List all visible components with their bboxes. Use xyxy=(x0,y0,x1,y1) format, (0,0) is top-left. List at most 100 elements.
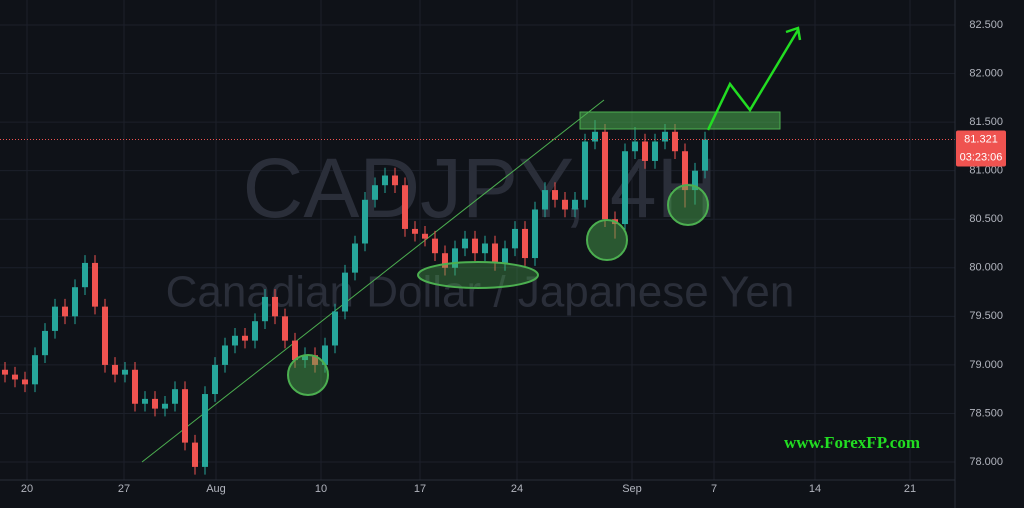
x-tick-label: Sep xyxy=(622,483,642,495)
candle-body xyxy=(552,190,558,200)
candle-body xyxy=(322,345,328,365)
candle-body xyxy=(492,243,498,263)
x-tick-label: 10 xyxy=(315,483,327,495)
y-tick-label: 81.500 xyxy=(969,116,1003,128)
candle-body xyxy=(172,389,178,404)
candle-body xyxy=(692,170,698,191)
candle-body xyxy=(422,233,428,239)
candle-body xyxy=(142,398,148,404)
candle-body xyxy=(532,209,538,259)
y-tick-label: 79.000 xyxy=(969,359,1003,371)
candle-body xyxy=(362,199,368,244)
candle-body xyxy=(292,340,298,361)
candle-body xyxy=(542,190,548,210)
candle-body xyxy=(562,199,568,210)
y-tick-label: 82.500 xyxy=(969,19,1003,31)
y-tick-label: 79.500 xyxy=(969,310,1003,322)
candle-body xyxy=(662,131,668,142)
candle-body xyxy=(522,228,528,259)
candle-body xyxy=(372,185,378,200)
candle-body xyxy=(132,369,138,404)
candle-body xyxy=(592,131,598,142)
candle-body xyxy=(572,199,578,210)
candle-body xyxy=(72,287,78,317)
candle-body xyxy=(42,330,48,356)
candle-body xyxy=(222,345,228,365)
candle-body xyxy=(32,355,38,385)
candle-body xyxy=(342,272,348,312)
candle-body xyxy=(202,394,208,467)
support-circle xyxy=(586,219,628,261)
candle-body xyxy=(212,364,218,395)
candle-body xyxy=(192,442,198,467)
x-tick-label: 20 xyxy=(21,483,33,495)
projection-arrow xyxy=(706,29,800,131)
last-price-label: 81.321 xyxy=(964,133,998,145)
candle-body xyxy=(702,139,708,171)
candle-body xyxy=(282,316,288,341)
candle-body xyxy=(62,306,68,317)
candle-body xyxy=(52,306,58,331)
watermark-title: CADJPY, 4H xyxy=(243,141,718,235)
candle-body xyxy=(472,238,478,254)
candle-body xyxy=(412,228,418,234)
candle-body xyxy=(392,175,398,186)
candle-body xyxy=(452,248,458,268)
candle-body xyxy=(312,355,318,365)
candle-body xyxy=(252,321,258,341)
x-tick-label: 14 xyxy=(809,483,821,495)
countdown-label: 03:23:06 xyxy=(960,151,1003,163)
candle-body xyxy=(262,296,268,322)
trendline xyxy=(141,99,605,463)
candle-body xyxy=(122,369,128,375)
candle-body xyxy=(602,131,608,220)
support-ellipse xyxy=(417,261,539,289)
candle-body xyxy=(22,379,28,385)
x-tick-label: 27 xyxy=(118,483,130,495)
watermark-subtitle: Canadian Dollar / Japanese Yen xyxy=(166,268,795,317)
candle-body xyxy=(82,262,88,288)
arrow-head xyxy=(785,26,802,41)
last-price-box xyxy=(956,130,1006,167)
y-tick-label: 78.000 xyxy=(969,456,1003,468)
candle-body xyxy=(302,355,308,361)
candle-body xyxy=(682,151,688,191)
candle-body xyxy=(272,296,278,317)
candle-body xyxy=(502,248,508,263)
support-circle xyxy=(667,184,709,226)
x-tick-label: Aug xyxy=(206,483,226,495)
candle-body xyxy=(92,262,98,307)
candle-body xyxy=(482,243,488,254)
watermark-url: www.ForexFP.com xyxy=(784,433,920,452)
x-tick-label: 21 xyxy=(904,483,916,495)
candle-body xyxy=(462,238,468,249)
candle-body xyxy=(242,335,248,341)
candle-body xyxy=(152,398,158,409)
y-tick-label: 81.000 xyxy=(969,165,1003,177)
candle-body xyxy=(162,403,168,409)
candle-body xyxy=(232,335,238,346)
x-tick-label: 7 xyxy=(711,483,717,495)
y-tick-label: 80.000 xyxy=(969,262,1003,274)
candle-body xyxy=(112,364,118,375)
candle-body xyxy=(512,228,518,249)
x-tick-label: 24 xyxy=(511,483,523,495)
candle-body xyxy=(672,131,678,152)
candle-body xyxy=(432,238,438,254)
candle-body xyxy=(352,243,358,273)
candle-body xyxy=(332,311,338,346)
candle-body xyxy=(582,141,588,200)
candle-body xyxy=(632,141,638,152)
candle-body xyxy=(652,141,658,161)
candle-body xyxy=(12,374,18,380)
x-tick-label: 17 xyxy=(414,483,426,495)
support-circle xyxy=(287,354,329,396)
y-tick-label: 80.500 xyxy=(969,213,1003,225)
y-tick-label: 78.500 xyxy=(969,407,1003,419)
y-tick-label: 82.000 xyxy=(969,67,1003,79)
candle-body xyxy=(182,389,188,443)
resistance-zone xyxy=(579,111,781,130)
candle-body xyxy=(642,141,648,161)
